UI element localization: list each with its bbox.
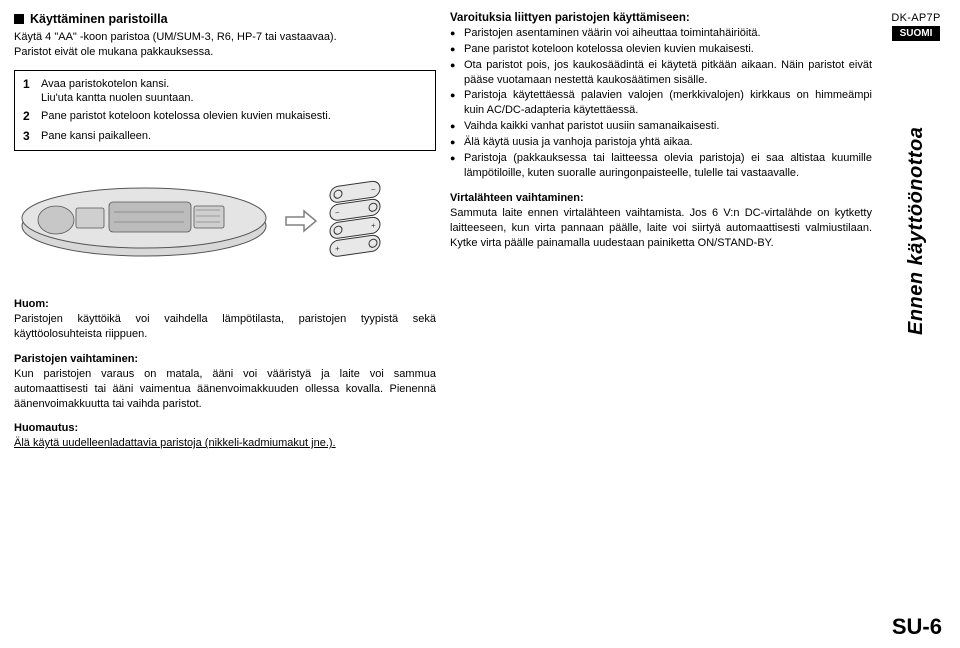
- step-number: 3: [23, 129, 35, 145]
- language-badge: SUOMI: [892, 26, 941, 41]
- step-number: 1: [23, 77, 35, 106]
- note-head: Huom:: [14, 297, 436, 312]
- intro-text: Käytä 4 "AA" -koon paristoa (UM/SUM-3, R…: [14, 30, 436, 60]
- section-heading: Käyttäminen paristoilla: [14, 12, 436, 26]
- note-head: Paristojen vaihtaminen:: [14, 352, 436, 367]
- warnings-head: Varoituksia liittyen paristojen käyttämi…: [450, 12, 872, 24]
- note-huom: Huom: Paristojen käyttöikä voi vaihdella…: [14, 297, 436, 342]
- step-row: 3 Pane kansi paikalleen.: [23, 129, 427, 145]
- step-text: Pane kansi paikalleen.: [41, 129, 427, 145]
- list-item: Paristoja (pakkauksessa tai laitteessa o…: [450, 151, 872, 181]
- note-remark: Huomautus: Älä käytä uudelleenladattavia…: [14, 421, 436, 451]
- steps-box: 1 Avaa paristokotelon kansi. Liu'uta kan…: [14, 70, 436, 152]
- model-label: DK-AP7P: [891, 12, 940, 24]
- note-head: Huomautus:: [14, 421, 436, 436]
- heading-text: Käyttäminen paristoilla: [30, 12, 168, 26]
- device-illustration-icon: [14, 166, 274, 276]
- square-bullet: [14, 14, 24, 24]
- step-text: Avaa paristokotelon kansi. Liu'uta kantt…: [41, 77, 427, 106]
- list-item: Pane paristot koteloon kotelossa olevien…: [450, 42, 872, 57]
- list-item: Ota paristot pois, jos kaukosäädintä ei …: [450, 58, 872, 88]
- step-number: 2: [23, 109, 35, 125]
- list-item: Paristoja käytettäessä palavien valojen …: [450, 88, 872, 118]
- warning-list: Paristojen asentaminen väärin voi aiheut…: [450, 26, 872, 180]
- intro-line1: Käytä 4 "AA" -koon paristoa (UM/SUM-3, R…: [14, 31, 337, 43]
- power-head: Virtalähteen vaihtaminen:: [450, 192, 872, 204]
- svg-text:+: +: [371, 221, 376, 231]
- power-body: Sammuta laite ennen virtalähteen vaihtam…: [450, 206, 872, 251]
- note-body: Kun paristojen varaus on matala, ääni vo…: [14, 367, 436, 412]
- list-item: Älä käytä uusia ja vanhoja paristoja yht…: [450, 135, 872, 150]
- right-sidebar: DK-AP7P SUOMI Ennen käyttöönottoa: [886, 12, 946, 461]
- intro-line2: Paristot eivät ole mukana pakkauksessa.: [14, 46, 213, 58]
- note-body: Paristojen käyttöikä voi vaihdella lämpö…: [14, 312, 436, 342]
- list-item: Vaihda kaikki vanhat paristot uusiin sam…: [450, 119, 872, 134]
- step-text: Pane paristot koteloon kotelossa olevien…: [41, 109, 427, 125]
- step-row: 1 Avaa paristokotelon kansi. Liu'uta kan…: [23, 77, 427, 106]
- list-item: Paristojen asentaminen väärin voi aiheut…: [450, 26, 872, 41]
- page-number: SU-6: [892, 614, 942, 640]
- battery-diagram-icon: − − + +: [318, 171, 398, 271]
- note-body: Älä käytä uudelleenladattavia paristoja …: [14, 436, 436, 451]
- arrow-icon: [284, 209, 318, 233]
- note-change: Paristojen vaihtaminen: Kun paristojen v…: [14, 352, 436, 411]
- svg-text:−: −: [371, 185, 376, 195]
- step-row: 2 Pane paristot koteloon kotelossa olevi…: [23, 109, 427, 125]
- svg-text:−: −: [335, 208, 340, 218]
- section-vertical-label: Ennen käyttöönottoa: [905, 91, 928, 371]
- svg-text:+: +: [335, 244, 340, 254]
- illustration: − − + +: [14, 161, 436, 281]
